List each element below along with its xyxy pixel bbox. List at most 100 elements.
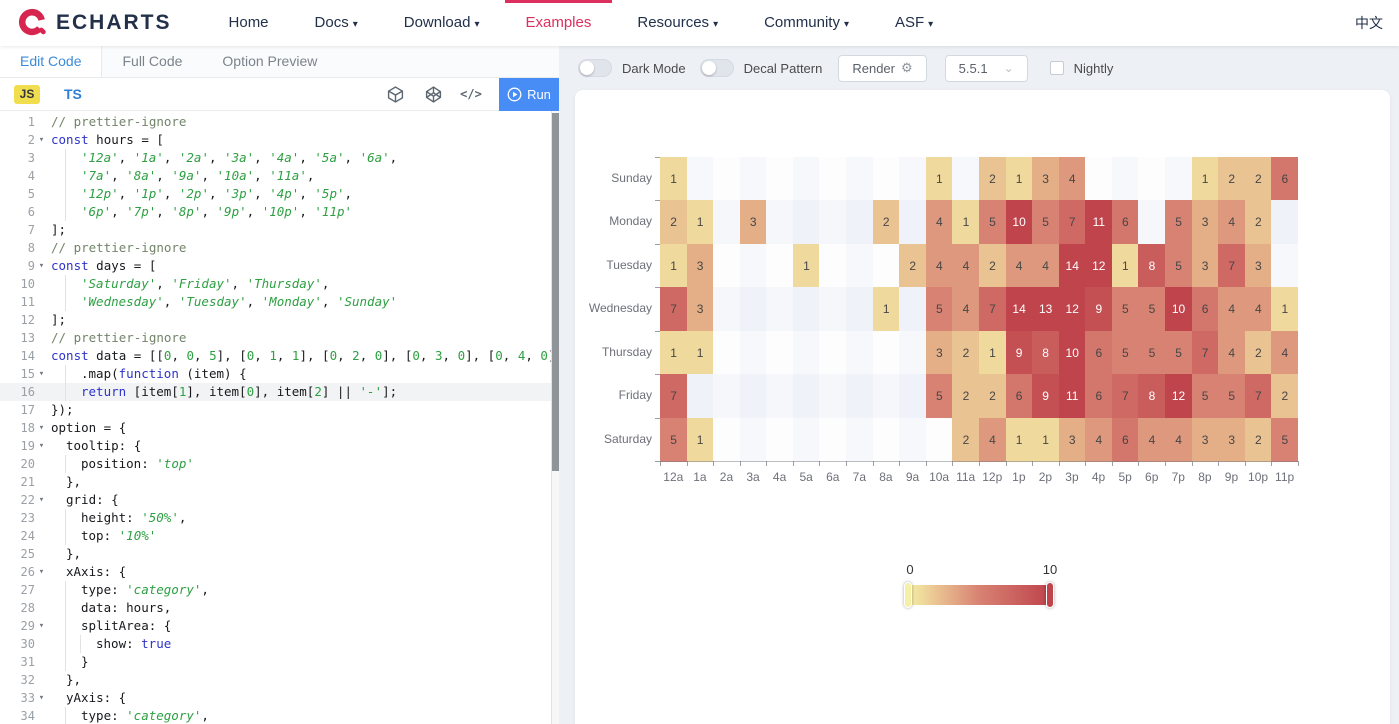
code-line[interactable]: 27 type: 'category', <box>0 581 559 599</box>
heatmap-cell[interactable]: 7 <box>660 287 688 332</box>
heatmap-cell[interactable]: 12 <box>1085 243 1113 288</box>
heatmap-cell[interactable]: 6 <box>1271 157 1299 201</box>
heatmap-cell[interactable]: 2 <box>978 157 1007 201</box>
code-line[interactable]: 20 position: 'top' <box>0 455 559 473</box>
heatmap-cell[interactable]: 3 <box>1191 243 1219 288</box>
heatmap-cell[interactable]: 1 <box>978 330 1007 375</box>
code-line[interactable]: 4 '7a', '8a', '9a', '10a', '11a', <box>0 167 559 185</box>
nightly-checkbox[interactable] <box>1049 61 1064 75</box>
code-line[interactable]: 30 show: true <box>0 635 559 653</box>
heatmap-cell[interactable]: 7 <box>978 287 1007 332</box>
heatmap-cell[interactable]: 4 <box>952 243 980 288</box>
heatmap-cell[interactable]: 5 <box>925 287 953 332</box>
heatmap-cell[interactable]: 4 <box>978 417 1007 462</box>
heatmap-cell[interactable]: 2 <box>978 243 1007 288</box>
code-line[interactable]: 34 type: 'category', <box>0 707 559 724</box>
fold-arrow-icon[interactable]: ▾ <box>38 495 45 505</box>
heatmap-cell[interactable]: 2 <box>660 200 688 245</box>
heatmap-cell[interactable]: 5 <box>1138 287 1166 332</box>
code-line[interactable]: 18 ▾ option = { <box>0 419 559 437</box>
heatmap-cell[interactable]: 5 <box>1165 243 1193 288</box>
heatmap-cell[interactable]: 6 <box>1111 200 1139 245</box>
code-line[interactable]: 3 '12a', '1a', '2a', '3a', '4a', '5a', '6… <box>0 149 559 167</box>
echarts-logo[interactable]: ECHARTS <box>18 8 172 38</box>
heatmap-cell[interactable]: 5 <box>1138 330 1166 375</box>
nav-item-docs[interactable]: Docs ▾ <box>292 0 381 46</box>
heatmap-cell[interactable]: 7 <box>1244 374 1272 419</box>
heatmap-cell[interactable]: 4 <box>1085 417 1113 462</box>
heatmap-cell[interactable]: 8 <box>1032 330 1060 375</box>
fold-arrow-icon[interactable]: ▾ <box>38 261 45 271</box>
heatmap-cell[interactable]: 5 <box>1218 374 1246 419</box>
heatmap-cell[interactable]: 10 <box>1005 200 1033 245</box>
heatmap-cell[interactable]: 12 <box>1058 287 1086 332</box>
heatmap-cell[interactable]: 2 <box>1244 417 1272 462</box>
heatmap-cell[interactable]: 2 <box>1271 374 1299 419</box>
language-switch[interactable]: 中文 <box>1355 15 1383 31</box>
code-line[interactable]: 2 ▾ const hours = [ <box>0 131 559 149</box>
nav-item-asf[interactable]: ASF ▾ <box>872 0 956 46</box>
code-line[interactable]: 25}, <box>0 545 559 563</box>
js-toggle[interactable]: JS <box>14 84 40 104</box>
heatmap-cell[interactable]: 5 <box>1165 330 1193 375</box>
heatmap-cell[interactable]: 4 <box>925 243 953 288</box>
heatmap-cell[interactable]: 5 <box>978 200 1007 245</box>
heatmap-cell[interactable]: 3 <box>1058 417 1086 462</box>
code-line[interactable]: 33 ▾ yAxis: { <box>0 689 559 707</box>
visualmap-min-handle[interactable] <box>904 582 912 608</box>
fold-arrow-icon[interactable]: ▾ <box>38 423 45 433</box>
heatmap-cell[interactable]: 5 <box>1165 200 1193 245</box>
heatmap-cell[interactable]: 4 <box>952 287 980 332</box>
heatmap-cell[interactable]: 2 <box>872 200 900 245</box>
heatmap-cell[interactable]: 5 <box>1191 374 1219 419</box>
nav-item-resources[interactable]: Resources ▾ <box>614 0 741 46</box>
fold-arrow-icon[interactable]: ▾ <box>38 135 45 145</box>
heatmap-cell[interactable]: 10 <box>1165 287 1193 332</box>
code-line[interactable]: 32}, <box>0 671 559 689</box>
heatmap-cell[interactable]: 2 <box>1244 157 1272 201</box>
heatmap-cell[interactable]: 3 <box>925 330 953 375</box>
code-line[interactable]: 8 // prettier-ignore <box>0 239 559 257</box>
code-line[interactable]: 5 '12p', '1p', '2p', '3p', '4p', '5p', <box>0 185 559 203</box>
heatmap-cell[interactable]: 1 <box>660 330 688 375</box>
ts-toggle[interactable]: TS <box>64 86 82 102</box>
heatmap-cell[interactable]: 8 <box>1138 243 1166 288</box>
heatmap-cell[interactable]: 4 <box>1165 417 1193 462</box>
heatmap-cell[interactable]: 11 <box>1058 374 1086 419</box>
tab-option-preview[interactable]: Option Preview <box>222 53 318 69</box>
heatmap-cell[interactable]: 5 <box>1111 330 1139 375</box>
code-line[interactable]: 26 ▾ xAxis: { <box>0 563 559 581</box>
heatmap-cell[interactable]: 1 <box>952 200 980 245</box>
editor-scrollbar-thumb[interactable] <box>552 113 559 471</box>
fold-arrow-icon[interactable]: ▾ <box>38 621 45 631</box>
heatmap-cell[interactable]: 3 <box>1032 157 1060 201</box>
code-line[interactable]: 21}, <box>0 473 559 491</box>
heatmap-cell[interactable]: 2 <box>899 243 927 288</box>
heatmap-cell[interactable]: 3 <box>1244 243 1272 288</box>
code-line[interactable]: 23 height: '50%', <box>0 509 559 527</box>
code-line[interactable]: 13 // prettier-ignore <box>0 329 559 347</box>
heatmap-cell[interactable]: 1 <box>1032 417 1060 462</box>
visualmap-gradient-bar[interactable] <box>908 585 1050 605</box>
code-icon[interactable]: </> <box>460 87 482 101</box>
heatmap-cell[interactable]: 1 <box>686 330 714 375</box>
code-line[interactable]: 7]; <box>0 221 559 239</box>
editor-scrollbar-track[interactable] <box>551 111 559 724</box>
heatmap-cell[interactable]: 6 <box>1085 330 1113 375</box>
codesandbox-icon[interactable] <box>385 84 405 104</box>
code-line[interactable]: 31} <box>0 653 559 671</box>
heatmap-cell[interactable]: 4 <box>1058 157 1086 201</box>
code-line[interactable]: 24 top: '10%' <box>0 527 559 545</box>
heatmap-cell[interactable]: 9 <box>1085 287 1113 332</box>
heatmap-cell[interactable]: 2 <box>1218 157 1246 201</box>
heatmap-cell[interactable]: 4 <box>1218 330 1246 375</box>
heatmap-cell[interactable]: 5 <box>1111 287 1139 332</box>
heatmap-cell[interactable]: 4 <box>1005 243 1033 288</box>
heatmap-cell[interactable]: 1 <box>1271 287 1299 332</box>
run-button[interactable]: Run <box>499 77 559 111</box>
heatmap-cell[interactable]: 7 <box>1111 374 1139 419</box>
decal-pattern-toggle[interactable] <box>699 59 734 77</box>
heatmap-cell[interactable]: 1 <box>686 417 714 462</box>
code-line[interactable]: 15 ▾ .map(function (item) { <box>0 365 559 383</box>
heatmap-cell[interactable]: 1 <box>792 243 820 288</box>
